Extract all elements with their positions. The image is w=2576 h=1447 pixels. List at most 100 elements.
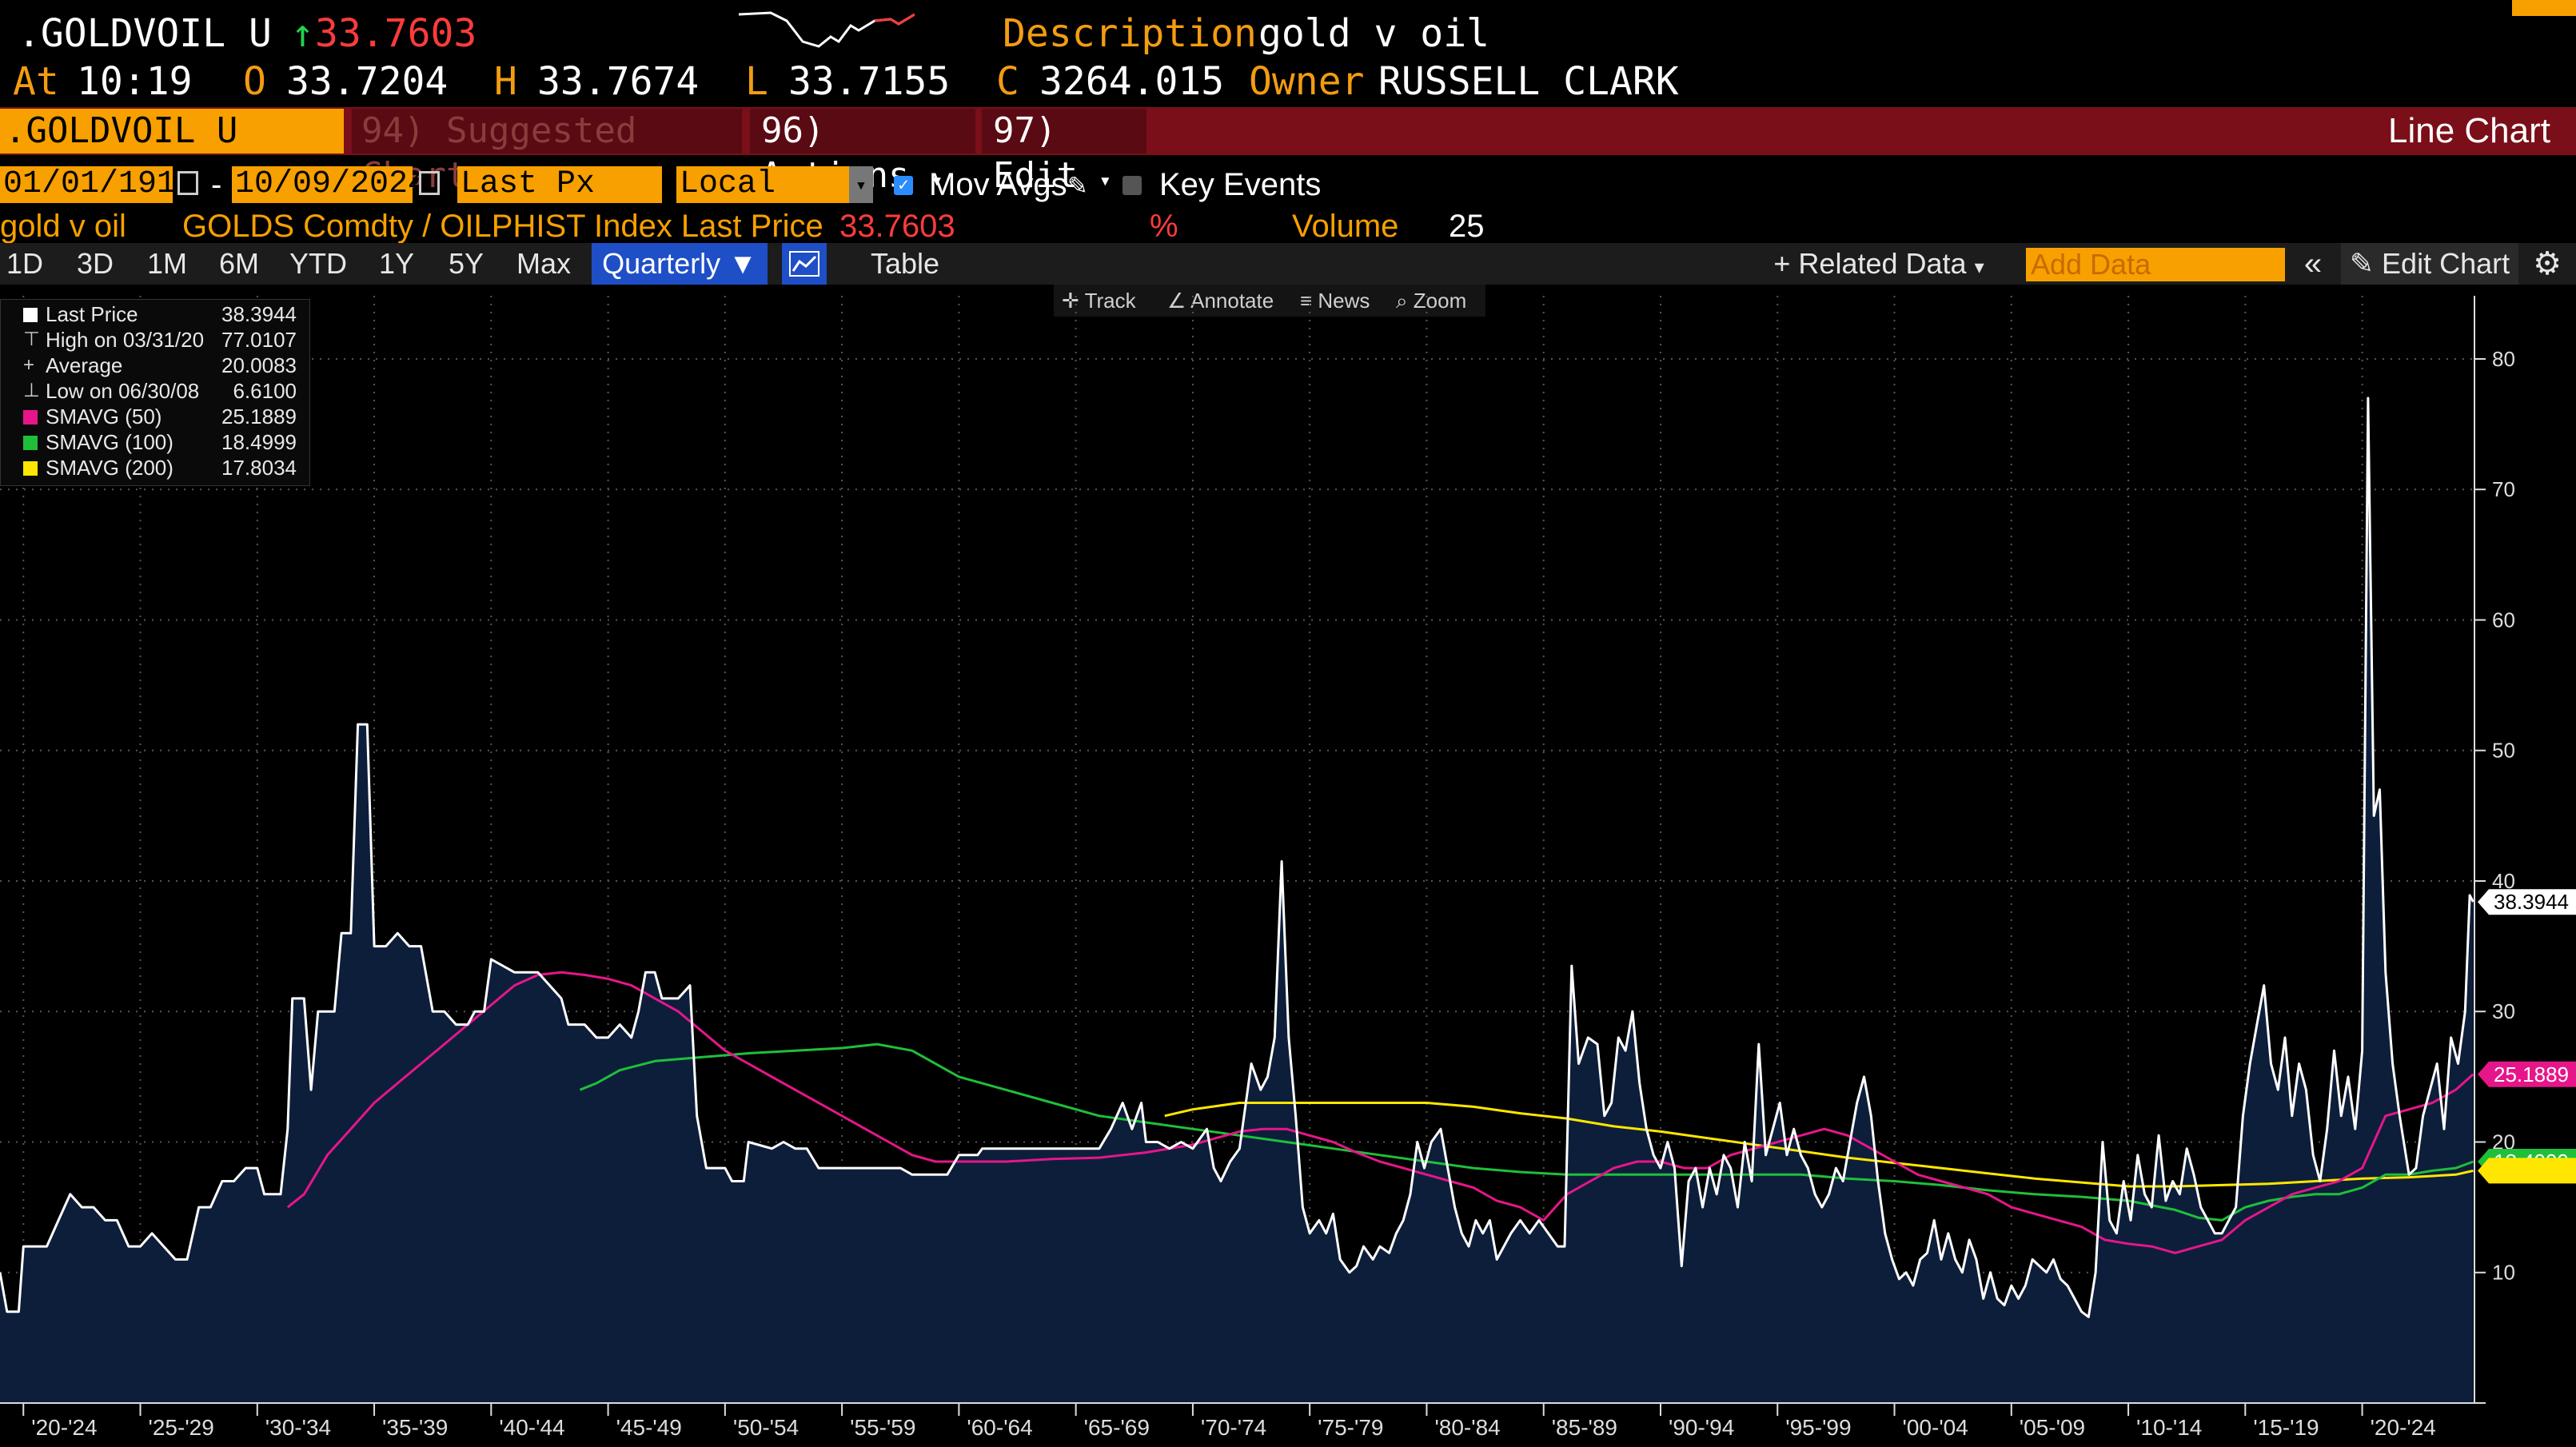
x-tick-label: '15-'19: [2253, 1415, 2319, 1440]
legend-label: SMAVG (100): [46, 430, 173, 454]
currency-value: Local CCY: [680, 166, 776, 239]
y-tick-label: 70: [2492, 477, 2515, 501]
x-tick-label: '30-'34: [265, 1415, 331, 1440]
y-tick-label: 40: [2492, 869, 2515, 893]
collapse-icon[interactable]: «: [2303, 246, 2323, 281]
x-tick-label: '65-'69: [1084, 1415, 1150, 1440]
open-label: O: [243, 59, 266, 104]
y-tick-label: 80: [2492, 347, 2515, 371]
pct-label: %: [1150, 209, 1178, 244]
period-max[interactable]: Max: [516, 247, 571, 280]
edit-label: 97) Edit: [993, 110, 1078, 196]
pencil-icon[interactable]: ✎: [1068, 166, 1087, 201]
period-1m[interactable]: 1M: [146, 247, 187, 280]
y-tick-label: 30: [2492, 999, 2515, 1023]
crosshair-icon: ✛: [1062, 289, 1079, 313]
actions-button[interactable]: 96) Actions ▾: [750, 109, 975, 196]
end-value-tag: [2478, 1158, 2576, 1184]
series-line-smavg-50-: [286, 971, 2474, 1254]
add-data-input[interactable]: Add Data: [2026, 248, 2285, 281]
x-tick-label: '20-'24: [2371, 1415, 2436, 1440]
caret-down-icon: ▾: [1099, 169, 1112, 193]
x-tick-label: '55-'59: [850, 1415, 915, 1440]
related-data-button[interactable]: + Related Data ▾: [1759, 243, 1999, 285]
legend-row-high: ⊤ High on 03/31/20 77.0107: [12, 327, 305, 353]
end-date-field[interactable]: 10/09/2024: [232, 166, 427, 203]
start-date-field[interactable]: 01/01/1919: [0, 166, 195, 203]
period-1y[interactable]: 1Y: [378, 247, 415, 280]
legend-label: Last Price: [46, 302, 138, 326]
news-tool[interactable]: ≡ News: [1300, 285, 1370, 317]
price-field-select[interactable]: Last Px: [457, 166, 662, 203]
legend-swatch: [23, 308, 38, 322]
end-value-label: 38.3944: [2478, 889, 2576, 915]
end-value-tag: [2478, 889, 2576, 915]
legend-value: 38.3944: [221, 302, 297, 326]
end-value-text: 25.1889: [2494, 1062, 2569, 1086]
end-value-tag: [2478, 1061, 2576, 1087]
price-field-value: Last Px: [461, 166, 596, 202]
period-ytd[interactable]: YTD: [289, 247, 347, 280]
owner-label: Owner: [1249, 59, 1365, 104]
currency-select[interactable]: Local CCY: [676, 166, 852, 239]
track-tool[interactable]: ✛ Track: [1062, 285, 1136, 317]
x-tick-label: '20-'24: [31, 1415, 97, 1440]
low-marker-icon: ⊥: [23, 380, 40, 401]
period-1d[interactable]: 1D: [6, 247, 44, 280]
end-value-label: [2478, 1158, 2576, 1184]
edit-chart-button[interactable]: ✎ Edit Chart: [2341, 243, 2518, 285]
start-date-value: 01/01/1919: [3, 166, 196, 202]
currency-dropdown-icon[interactable]: ▾: [849, 166, 873, 203]
legend-label: SMAVG (50): [46, 405, 162, 429]
frequency-label: Quarterly: [602, 247, 721, 280]
news-label: News: [1318, 289, 1370, 313]
period-3d[interactable]: 3D: [76, 247, 114, 280]
caret-down-icon: ▾: [930, 169, 943, 193]
zoom-tool[interactable]: ⌕ Zoom: [1396, 285, 1466, 317]
edit-button[interactable]: 97) Edit ▾: [982, 109, 1146, 196]
annotate-tool[interactable]: ∠ Annotate: [1167, 285, 1274, 317]
ticker: .GOLDVOIL U: [18, 11, 272, 56]
table-button[interactable]: Table: [870, 247, 940, 280]
high-value: 33.7674: [537, 59, 700, 104]
legend-row-smavg-200: SMAVG (200) 17.8034: [12, 455, 305, 480]
legend-value: 6.6100: [233, 379, 297, 403]
index-name[interactable]: .GOLDVOIL U Index: [0, 109, 344, 196]
calendar-icon[interactable]: [177, 171, 198, 195]
legend-label: Low on 06/30/08: [46, 379, 200, 403]
mov-avgs-label: Mov Avgs: [929, 167, 1067, 202]
at-label: At: [13, 59, 59, 104]
gear-icon[interactable]: ⚙: [2533, 246, 2562, 281]
legend-value: 20.0083: [221, 353, 297, 377]
x-tick-label: '50-'54: [733, 1415, 799, 1440]
x-tick-label: '05-'09: [2020, 1415, 2085, 1440]
period-5y[interactable]: 5Y: [448, 247, 484, 280]
legend-label: High on 03/31/20: [46, 328, 205, 352]
open-value: 33.7204: [286, 59, 449, 104]
y-tick-label: 60: [2492, 608, 2515, 632]
high-label: H: [494, 59, 517, 104]
plus-icon: +: [1773, 247, 1791, 280]
legend-value: 77.0107: [221, 328, 297, 352]
legend-row-average: + Average 20.0083: [12, 353, 305, 378]
legend-value: 17.8034: [221, 456, 297, 480]
calendar-icon[interactable]: [419, 171, 440, 195]
end-date-value: 10/09/2024: [235, 166, 428, 202]
suggested-charts-button[interactable]: 94) Suggested Charts ▾: [352, 109, 742, 196]
key-events-checkbox[interactable]: [1123, 176, 1142, 195]
line-chart-icon[interactable]: [782, 243, 827, 285]
mov-avgs-checkbox[interactable]: ✓: [894, 176, 913, 195]
period-6m[interactable]: 6M: [218, 247, 259, 280]
y-tick-label: 50: [2492, 739, 2515, 763]
frequency-select[interactable]: Quarterly ▼: [592, 243, 768, 285]
pencil-icon: ✎: [2349, 247, 2375, 280]
legend-value: 18.4999: [221, 430, 297, 454]
security-value: 33.7603: [839, 209, 955, 244]
chart-type-label: Line Chart: [2387, 111, 2550, 150]
x-tick-label: '45-'49: [616, 1415, 682, 1440]
related-data-label: Related Data: [1798, 247, 1967, 280]
annotate-label: Annotate: [1190, 289, 1274, 313]
owner-value: RUSSELL CLARK: [1378, 59, 1679, 104]
series-line-smavg-200-: [1164, 1102, 2474, 1188]
